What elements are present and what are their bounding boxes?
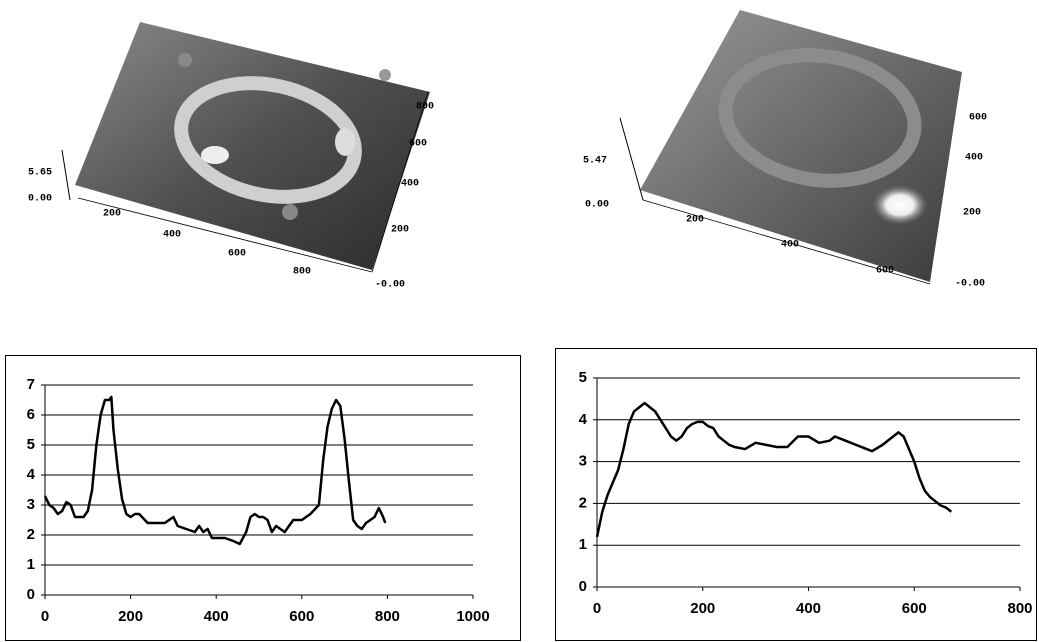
y-tick-label: 5 xyxy=(579,369,587,386)
y-tick-label: 6 xyxy=(27,406,35,423)
chart-frame xyxy=(5,355,521,641)
x-tick-label: 400 xyxy=(796,600,821,617)
y-axis-label: 600 xyxy=(969,113,987,124)
x-axis-label: 200 xyxy=(686,215,704,226)
x-tick-label: 400 xyxy=(204,608,229,625)
x-tick-label: 0 xyxy=(593,600,601,617)
x-tick-label: 600 xyxy=(902,600,927,617)
z-axis-label: 5.47 xyxy=(583,156,607,167)
x-axis-label: 800 xyxy=(293,267,311,278)
y-tick-label: 5 xyxy=(27,436,35,453)
y-axis-label: -0.00 xyxy=(375,280,405,291)
y-tick-label: 3 xyxy=(27,496,35,513)
x-tick-label: 600 xyxy=(289,608,314,625)
y-tick-label: 4 xyxy=(579,411,588,428)
y-axis-label: 600 xyxy=(409,139,427,150)
y-axis-label: 200 xyxy=(963,208,981,219)
x-axis-label: 600 xyxy=(228,249,246,260)
x-axis-label: 200 xyxy=(103,209,121,220)
y-tick-label: 2 xyxy=(579,494,587,511)
data-line xyxy=(595,401,953,538)
x-axis-label: 400 xyxy=(163,230,181,241)
x-tick-label: 1000 xyxy=(456,608,489,625)
y-tick-label: 2 xyxy=(27,526,35,543)
y-axis-label: -0.00 xyxy=(955,279,985,290)
y-tick-label: 1 xyxy=(27,556,35,573)
chart-frame xyxy=(555,348,1037,641)
y-tick-label: 3 xyxy=(579,453,587,470)
y-tick-label: 1 xyxy=(579,536,587,553)
y-tick-label: 0 xyxy=(579,578,587,595)
z-axis-label: 0.00 xyxy=(585,200,609,211)
surface-image xyxy=(61,22,430,273)
x-axis-label: 400 xyxy=(781,240,799,251)
surface-image xyxy=(619,10,962,285)
y-axis-label: 800 xyxy=(416,102,434,113)
y-axis-label: 400 xyxy=(965,153,983,164)
x-axis-label: 600 xyxy=(876,266,894,277)
x-tick-label: 200 xyxy=(690,600,715,617)
x-tick-label: 200 xyxy=(118,608,143,625)
x-tick-label: 800 xyxy=(1007,600,1032,617)
y-tick-label: 4 xyxy=(27,466,36,483)
z-axis-label: 0.00 xyxy=(28,194,52,205)
x-tick-label: 800 xyxy=(375,608,400,625)
z-axis-label: 5.65 xyxy=(28,168,52,179)
y-tick-label: 7 xyxy=(27,376,35,393)
data-line xyxy=(43,395,387,546)
y-axis-label: 400 xyxy=(401,179,419,190)
x-tick-label: 0 xyxy=(41,608,49,625)
y-tick-label: 0 xyxy=(27,586,35,603)
y-axis-label: 200 xyxy=(391,225,409,236)
